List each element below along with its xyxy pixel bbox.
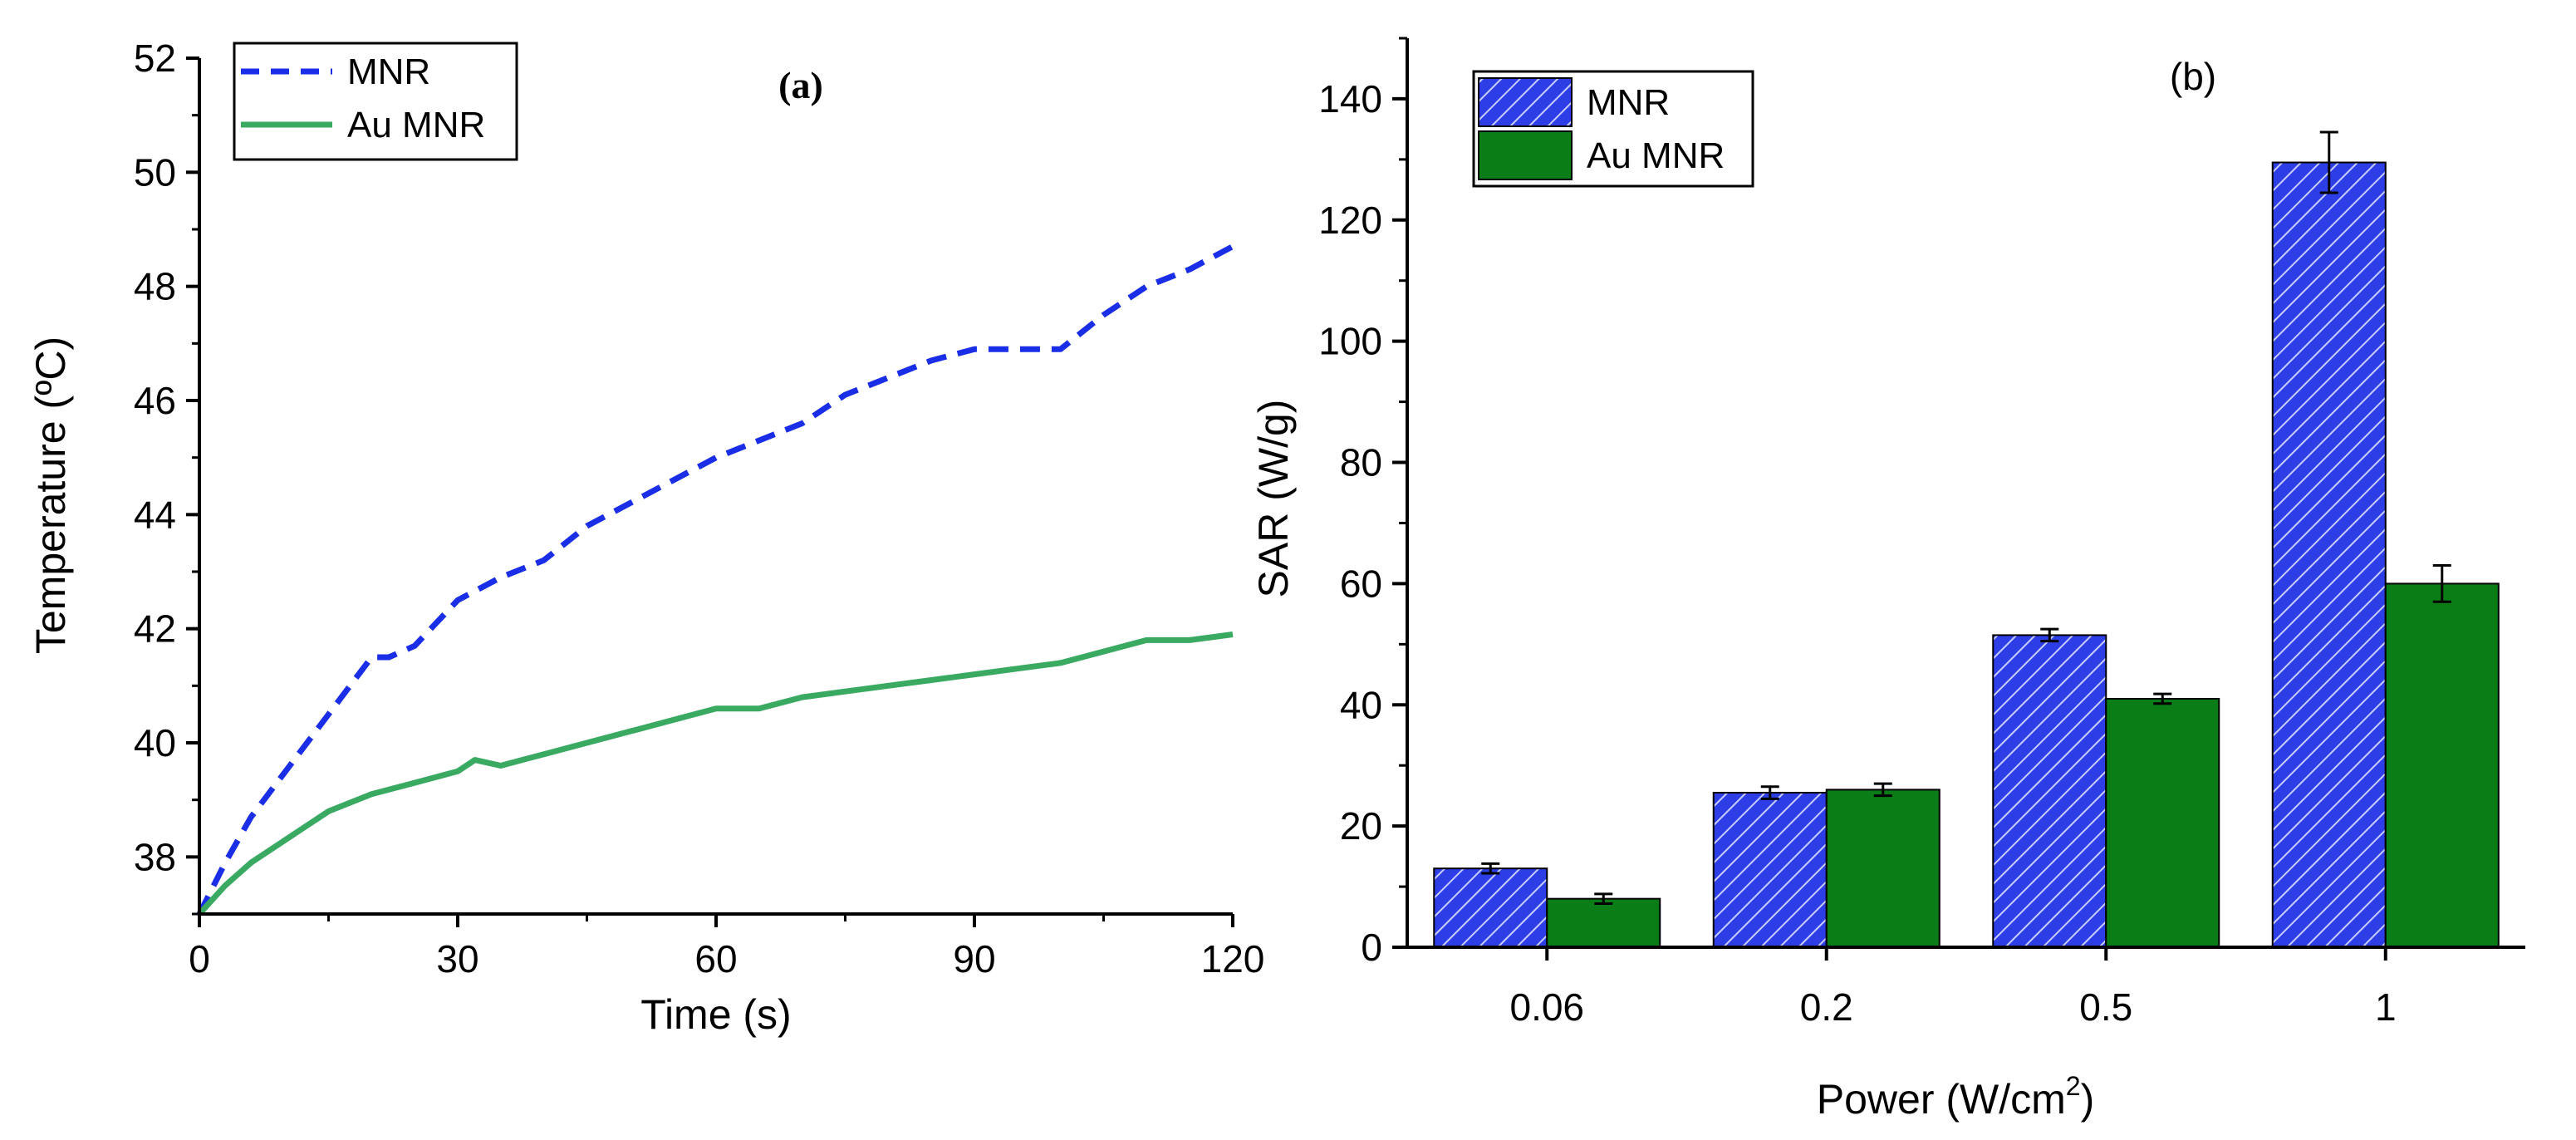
- sar-x-tick-label: 0.5: [2079, 985, 2132, 1029]
- temperature-y-tick-label: 42: [134, 607, 176, 651]
- sar-x-axis-title-main: Power (W/cm: [1817, 1076, 2066, 1123]
- temperature-legend-box: [233, 42, 518, 161]
- panel-a-label: (a): [778, 64, 823, 106]
- sar-bars-group: [1433, 130, 2500, 949]
- sar-y-tick-label: 120: [1318, 199, 1382, 242]
- temperature-legend: MNR Au MNR: [233, 42, 518, 161]
- legend-mnr-label: MNR: [347, 52, 430, 92]
- sar-y-tick-label: 20: [1340, 804, 1382, 848]
- sar-y-tick-label: 100: [1318, 320, 1382, 363]
- temperature-y-tick-label: 52: [134, 37, 176, 80]
- sar-axes: [1406, 38, 2525, 949]
- temperature-x-tick-label: 30: [436, 937, 478, 980]
- sar-ticks: 0 20 40 60 80 100 120 140 0.06 0.2 0.5 1: [1318, 37, 2397, 1029]
- mnr-sar-bar: [1992, 634, 2107, 948]
- sar-y-tick-label: 80: [1340, 441, 1382, 484]
- sar-y-tick-label: 0: [1361, 926, 1382, 969]
- mnr-sar-bar: [1433, 867, 1548, 948]
- sar-x-tick-label: 1: [2375, 985, 2397, 1029]
- au-mnr-sar-bar: [1546, 897, 1661, 948]
- temperature-y-tick-label: 46: [134, 379, 176, 422]
- legend-au-mnr-bar-swatch: [1478, 130, 1573, 180]
- temperature-y-tick-label: 50: [134, 150, 176, 194]
- sar-y-axis-title: SAR (W/g): [1250, 400, 1297, 598]
- temperature-axes: [198, 58, 1233, 916]
- au-mnr-sar-bar: [1825, 789, 1941, 949]
- temperature-x-tick-label: 120: [1201, 937, 1265, 980]
- legend-mnr-bar-swatch: [1478, 77, 1573, 127]
- au-mnr-sar-bar: [2384, 582, 2500, 949]
- mnr-temperature-line: [196, 243, 1234, 916]
- temperature-series-group: [196, 243, 1234, 916]
- sar-x-axis-title-superscript: 2: [2066, 1071, 2081, 1101]
- sar-y-tick-label: 40: [1340, 683, 1382, 726]
- mnr-sar-bar: [1712, 792, 1828, 949]
- sar-x-tick-label: 0.06: [1509, 985, 1584, 1029]
- au-mnr-temperature-line: [197, 631, 1234, 916]
- legend-mnr-bar-label: MNR: [1587, 82, 1670, 123]
- sar-x-axis-title-close: ): [2081, 1076, 2095, 1123]
- sar-x-axis-title: Power (W/cm2): [1817, 1071, 2094, 1123]
- temperature-x-tick-label: 0: [189, 937, 210, 980]
- temperature-y-tick-label: 38: [134, 835, 176, 878]
- temperature-y-tick-label: 48: [134, 265, 176, 308]
- sar-chart: 0 20 40 60 80 100 120 140 0.06 0.2 0.5 1 (b) Power …: [1250, 37, 2525, 1123]
- temperature-x-axis-title: Time (s): [640, 991, 791, 1038]
- sar-x-tick-label: 0.2: [1800, 985, 1853, 1029]
- temperature-x-tick-label: 60: [694, 937, 737, 980]
- mnr-sar-bar: [2271, 161, 2387, 949]
- temperature-x-tick-label: 90: [953, 937, 995, 980]
- legend-au-mnr-label: Au MNR: [347, 105, 485, 145]
- sar-y-tick-label: 60: [1340, 562, 1382, 605]
- panel-b-label: (b): [2170, 55, 2216, 98]
- temperature-y-tick-label: 40: [134, 721, 176, 764]
- sar-legend: MNR Au MNR: [1472, 70, 1754, 188]
- temperature-y-axis-title: Temperature (ºC): [27, 337, 74, 654]
- temperature-ticks: 0 30 60 90 120 38 40 42 44 46 48 50 52: [134, 37, 1265, 980]
- sar-y-tick-label: 140: [1318, 77, 1382, 120]
- au-mnr-sar-bar: [2105, 697, 2220, 948]
- legend-au-mnr-bar-label: Au MNR: [1587, 135, 1725, 176]
- temperature-y-tick-label: 44: [134, 493, 176, 536]
